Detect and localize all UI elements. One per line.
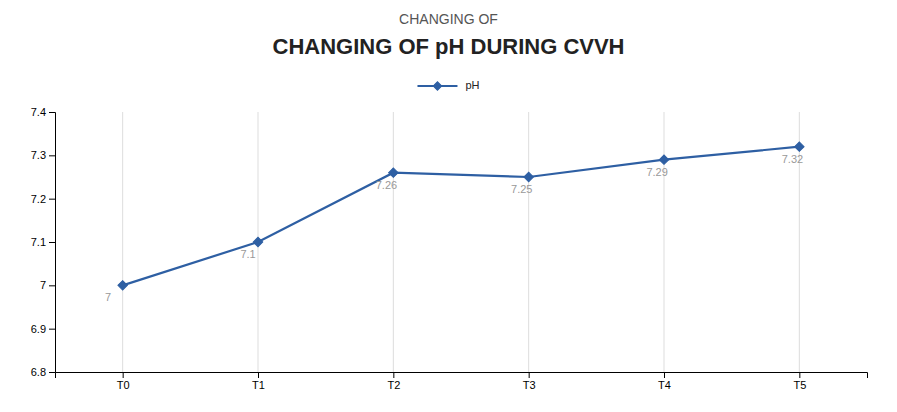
y-tick-mark — [49, 112, 55, 113]
y-tick: 6.8 — [31, 366, 55, 378]
y-tick-mark — [49, 155, 55, 156]
x-tick-label: T1 — [252, 379, 265, 391]
y-axis: 6.8 6.9 7 7.1 7.2 7.3 7.4 — [31, 106, 56, 378]
x-tick-label: T5 — [793, 379, 806, 391]
point — [389, 168, 398, 177]
plot-area — [118, 142, 804, 290]
point — [659, 155, 668, 164]
line — [123, 147, 800, 286]
y-tick-label: 7.1 — [31, 236, 46, 248]
point — [118, 281, 127, 290]
grid-line — [122, 112, 123, 372]
legend-label: pH — [465, 79, 479, 91]
y-tick: 6.9 — [31, 323, 55, 335]
x-tick-mark — [258, 372, 259, 378]
x-tick-label: T0 — [117, 379, 130, 391]
data-label: 7.29 — [646, 166, 667, 178]
y-tick: 7.3 — [31, 149, 55, 161]
x-tick-mark — [529, 372, 530, 378]
x-axis: T0 T1 T2 T3 T4 T5 — [56, 372, 868, 391]
x-tick-label: T3 — [523, 379, 536, 391]
grid — [123, 112, 800, 372]
legend-item: pH — [417, 79, 479, 91]
y-tick-label: 7.3 — [31, 149, 46, 161]
y-tick-mark — [49, 329, 55, 330]
title: CHANGING OF pH DURING CVVH — [273, 34, 625, 59]
grid-line — [664, 112, 665, 372]
data-labels: 7 7.1 7.26 7.25 7.29 7.32 — [105, 153, 803, 304]
y-tick-label: 7 — [40, 279, 46, 291]
data-label: 7.25 — [511, 183, 532, 195]
grid-line — [528, 112, 529, 372]
legend-marker — [433, 82, 441, 90]
x-tick-mark — [123, 372, 124, 378]
y-tick: 7.2 — [31, 193, 55, 205]
y-tick-label: 6.9 — [31, 323, 46, 335]
point — [795, 142, 804, 151]
grid-line — [393, 112, 394, 372]
x-tick-label: T2 — [387, 379, 400, 391]
x-tick-label: T4 — [658, 379, 671, 391]
subtitle: CHANGING OF — [399, 11, 498, 27]
x-axis-line — [56, 373, 868, 379]
y-tick: 7 — [40, 279, 55, 291]
data-label: 7.32 — [782, 153, 803, 165]
legend: pH — [417, 79, 479, 91]
x-tick-mark — [393, 372, 394, 378]
x-tick: T3 — [523, 372, 536, 391]
y-axis-line — [49, 113, 56, 373]
x-tick: T1 — [252, 372, 265, 391]
y-tick-label: 7.2 — [31, 193, 46, 205]
x-tick-mark — [664, 372, 665, 378]
point — [524, 172, 533, 181]
data-label: 7.1 — [240, 248, 255, 260]
x-tick: T0 — [117, 372, 130, 391]
data-label: 7.26 — [376, 179, 397, 191]
y-tick-mark — [49, 285, 55, 286]
y-tick: 7.1 — [31, 236, 55, 248]
y-tick: 7.4 — [31, 106, 55, 118]
x-tick-mark — [799, 372, 800, 378]
y-tick-label: 7.4 — [31, 106, 46, 118]
x-tick: T4 — [658, 372, 671, 391]
y-tick-label: 6.8 — [31, 366, 46, 378]
point — [253, 237, 262, 246]
y-tick-mark — [49, 199, 55, 200]
x-tick: T5 — [793, 372, 806, 391]
x-tick: T2 — [387, 372, 400, 391]
y-tick-mark — [49, 372, 55, 373]
chart: CHANGING OFCHANGING OF pH DURING CVVHT0T… — [0, 0, 897, 412]
data-label: 7 — [105, 291, 111, 303]
y-tick-mark — [49, 242, 55, 243]
